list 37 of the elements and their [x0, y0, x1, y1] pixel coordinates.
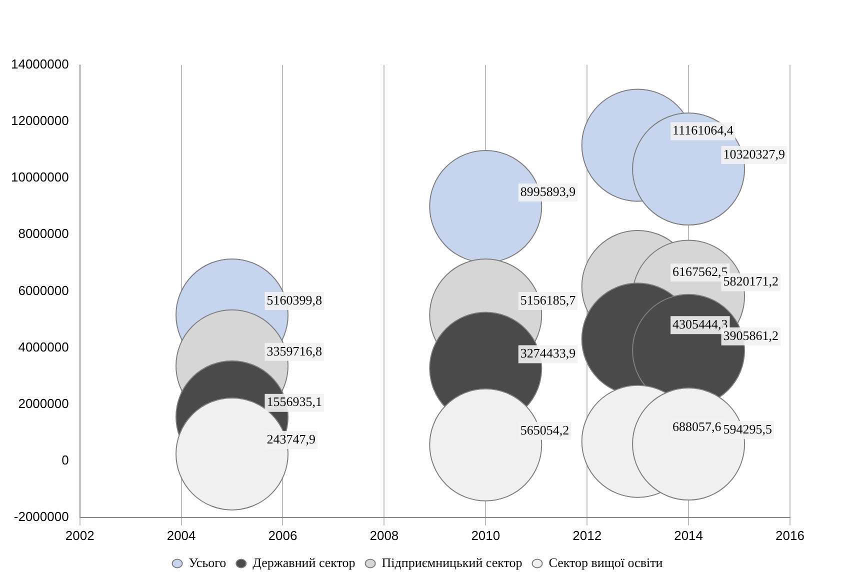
data-label: 11161064,4: [672, 122, 734, 138]
y-tick-label: 8000000: [18, 226, 69, 242]
x-tick-label: 2014: [674, 528, 704, 543]
legend-label: Державний сектор: [252, 554, 356, 570]
data-label: 5820171,2: [723, 274, 779, 289]
data-label: 10320327,9: [723, 146, 786, 162]
y-tick-label: 4000000: [18, 339, 69, 354]
x-tick-label: 2010: [471, 528, 500, 543]
y-tick-label: 10000000: [10, 170, 69, 185]
legend-label: Підприємницький сектор: [382, 554, 522, 570]
data-label: 3359716,8: [266, 343, 322, 358]
data-label: 594295,5: [723, 421, 772, 436]
x-tick-label: 2016: [776, 528, 804, 543]
x-tick-label: 2008: [370, 528, 399, 543]
data-label: 565054,2: [520, 422, 570, 438]
data-label: 4305444,3: [672, 316, 728, 332]
legend-label: Усього: [188, 554, 226, 570]
data-label: 5160399,8: [266, 292, 322, 308]
data-label: 3274433,9: [520, 346, 576, 361]
y-tick-label: 2000000: [18, 396, 69, 411]
y-tick-label: 14000000: [10, 56, 69, 72]
data-label: 243747,9: [266, 431, 316, 446]
x-tick-label: 2006: [268, 528, 298, 543]
x-tick-label: 2012: [572, 528, 602, 543]
legend-label: Сектор вищої освіти: [548, 554, 663, 570]
data-label: 6167562,5: [672, 264, 728, 279]
data-label: 3905861,2: [723, 328, 779, 343]
data-label: 688057,6: [672, 418, 722, 434]
data-label: 5156185,7: [520, 292, 576, 308]
y-tick-label: 0: [62, 452, 69, 468]
y-tick-label: 12000000: [10, 113, 69, 128]
y-tick-label: -2000000: [14, 508, 69, 524]
data-label: 1556935,1: [266, 394, 322, 410]
data-label: 8995893,9: [520, 184, 576, 199]
y-tick-label: 6000000: [18, 282, 69, 298]
x-tick-label: 2002: [65, 528, 94, 543]
x-tick-label: 2004: [166, 528, 196, 543]
